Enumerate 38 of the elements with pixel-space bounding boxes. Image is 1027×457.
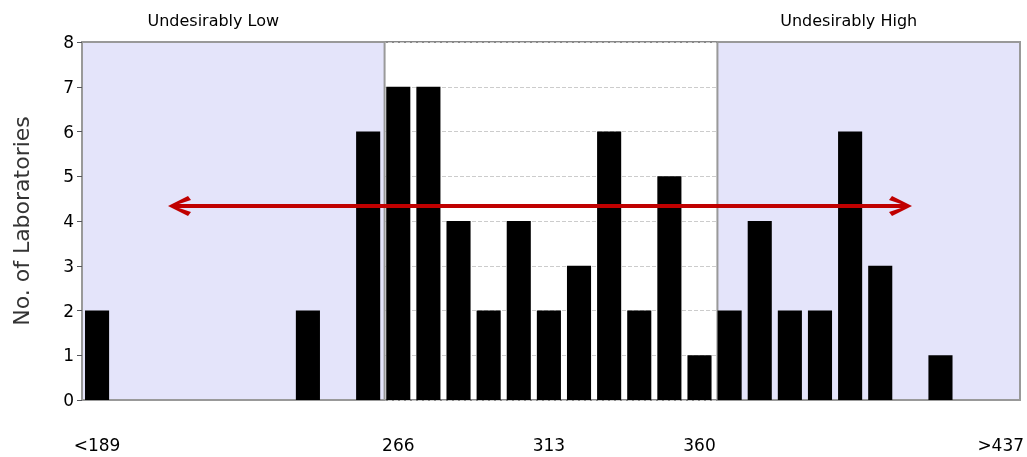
bar	[536, 310, 561, 400]
x-tick-label: <189	[73, 434, 121, 455]
bar	[386, 86, 411, 400]
y-tick-label: 4	[63, 211, 74, 231]
bar	[838, 131, 863, 400]
bar	[85, 310, 110, 400]
bar	[627, 310, 652, 400]
bar	[506, 221, 531, 400]
y-tick-label: 0	[63, 390, 74, 410]
y-tick-label: 5	[63, 166, 74, 187]
y-tick-label: 1	[63, 345, 74, 366]
bar	[476, 310, 501, 400]
bar	[295, 310, 320, 400]
y-tick-label: 6	[63, 121, 74, 142]
band-label: Undesirably High	[780, 10, 918, 30]
bar	[657, 176, 682, 400]
band-label: Undesirably Low	[147, 10, 280, 30]
bar	[446, 221, 471, 400]
y-tick-label: 8	[63, 32, 74, 52]
bar	[687, 355, 712, 400]
bar	[416, 86, 441, 400]
bar	[807, 310, 833, 400]
y-axis-title: No. of Laboratories	[8, 116, 34, 326]
y-tick-label: 7	[63, 76, 74, 97]
x-tick-label: 360	[683, 434, 716, 455]
y-tick-label: 2	[63, 300, 74, 321]
bar	[566, 265, 592, 400]
bar	[747, 221, 772, 400]
bar	[777, 310, 802, 400]
x-tick-label: 313	[532, 434, 566, 455]
bar	[928, 355, 953, 400]
y-tick-label: 3	[63, 255, 74, 276]
x-tick-label: >437	[977, 434, 1025, 455]
bar	[717, 310, 742, 400]
x-tick-label: 266	[382, 434, 415, 455]
bar	[356, 131, 381, 400]
bar	[597, 131, 622, 400]
bar	[868, 265, 893, 400]
